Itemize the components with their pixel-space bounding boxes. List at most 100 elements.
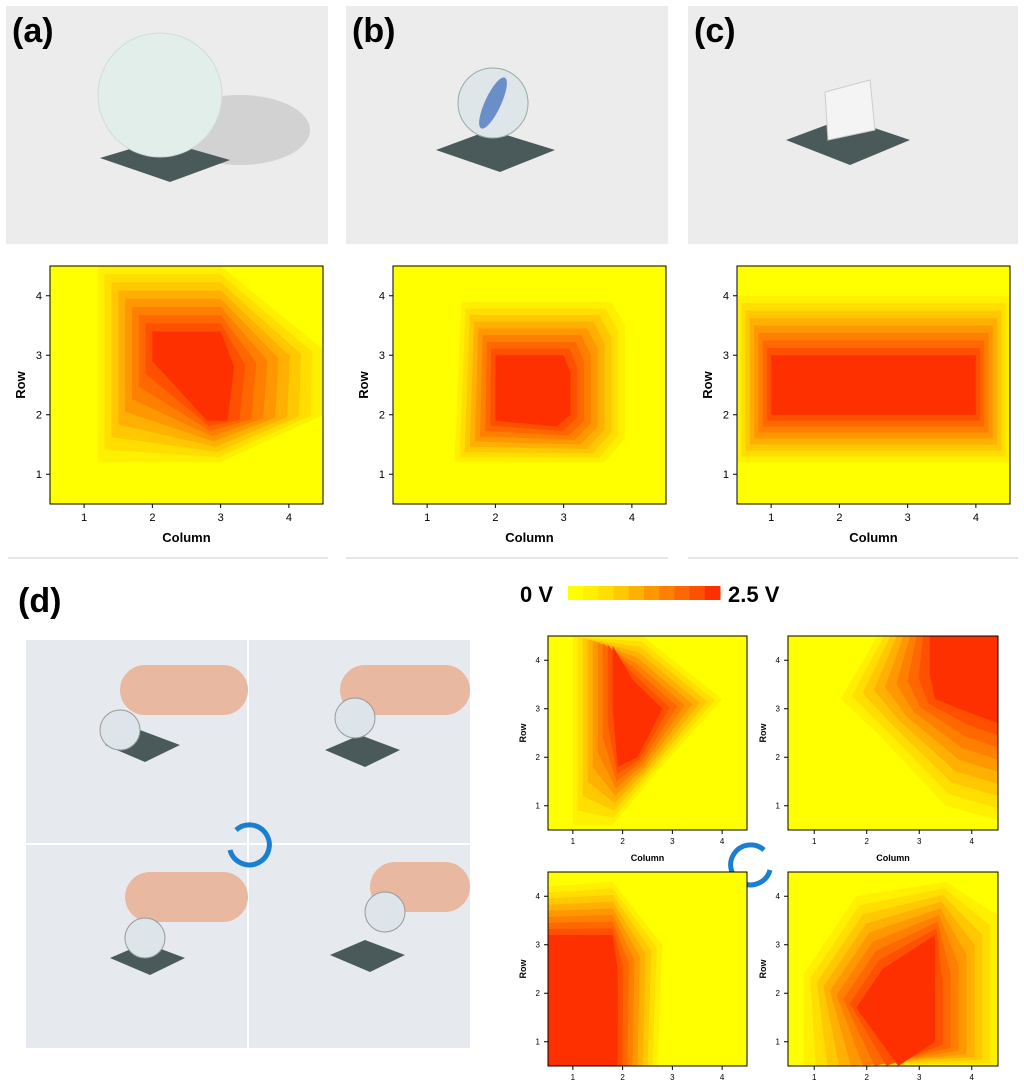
x-tick-label: 3 <box>670 1073 675 1082</box>
y-tick-label: 3 <box>776 705 781 714</box>
x-tick-label: 2 <box>865 1073 870 1082</box>
plot-frame <box>787 635 999 831</box>
x-tick-label: 1 <box>812 1073 817 1082</box>
y-tick-label: 4 <box>776 892 781 901</box>
contours <box>788 872 998 1066</box>
colorbar-swatch <box>583 586 599 600</box>
x-tick-label: 2 <box>492 512 498 524</box>
colorbar-swatch <box>598 586 615 600</box>
x-tick-label: 3 <box>670 837 675 846</box>
x-tick-label: 2 <box>620 1073 625 1082</box>
panel-label: (b) <box>352 12 395 50</box>
sensor <box>786 118 910 165</box>
contour-level <box>152 331 235 421</box>
y-tick-label: 3 <box>723 350 729 362</box>
x-tick-label: 4 <box>973 512 979 524</box>
plot-frame <box>547 871 748 1067</box>
x-tick-label: 4 <box>629 512 635 524</box>
contour-level <box>612 645 663 767</box>
sensor <box>436 130 555 172</box>
fingers <box>120 665 470 922</box>
x-tick-label: 2 <box>836 512 842 524</box>
y-axis-label: Row <box>356 370 371 398</box>
y-tick-label: 1 <box>723 469 729 481</box>
x-tick-label: 2 <box>865 837 870 846</box>
colorbar-swatch <box>659 586 675 600</box>
x-tick-label: 3 <box>218 512 224 524</box>
x-axis-label: Column <box>876 853 910 863</box>
contour-level <box>548 935 618 1066</box>
contour-level <box>771 355 976 415</box>
contour-level <box>929 636 998 724</box>
y-tick-label: 4 <box>536 656 541 665</box>
y-tick-label: 4 <box>776 656 781 665</box>
ball <box>97 32 223 158</box>
colorbar-swatch <box>628 586 645 600</box>
x-tick-label: 4 <box>286 512 292 524</box>
y-tick-label: 1 <box>776 802 781 811</box>
x-axis-label: Column <box>162 530 210 545</box>
y-tick-label: 1 <box>776 1038 781 1047</box>
x-tick-label: 3 <box>917 1073 922 1082</box>
y-tick-label: 2 <box>536 989 541 998</box>
y-axis-label: Row <box>700 370 715 398</box>
y-tick-label: 4 <box>723 291 729 303</box>
plot-frame <box>392 265 667 505</box>
x-tick-label: 4 <box>720 837 725 846</box>
colorbar-swatch <box>644 586 660 600</box>
x-tick-label: 3 <box>561 512 567 524</box>
y-axis-label: Row <box>758 723 768 743</box>
contours <box>737 266 1010 504</box>
x-tick-label: 1 <box>812 837 817 846</box>
colorbar-swatch <box>704 586 721 600</box>
colorbar-max: 2.5 V <box>728 582 780 607</box>
marble-core <box>479 77 507 129</box>
y-tick-label: 1 <box>536 1038 541 1047</box>
cube <box>824 79 876 141</box>
contour-level <box>495 355 571 427</box>
x-tick-label: 4 <box>970 837 975 846</box>
colorbar-swatch <box>568 586 584 600</box>
y-axis-label: Row <box>13 370 28 398</box>
rotation-arrows <box>227 822 773 888</box>
x-axis-label: Column <box>505 530 553 545</box>
y-tick-label: 3 <box>36 350 42 362</box>
x-tick-label: 1 <box>571 1073 576 1082</box>
y-tick-label: 1 <box>536 802 541 811</box>
x-tick-label: 1 <box>768 512 774 524</box>
y-tick-label: 2 <box>776 753 781 762</box>
y-tick-label: 4 <box>536 892 541 901</box>
x-axis-label: Column <box>849 530 897 545</box>
contours <box>50 266 323 504</box>
plot-frame <box>547 635 748 831</box>
colorbar-min: 0 V <box>520 582 553 607</box>
contour-level <box>856 935 935 1066</box>
contours <box>548 636 747 830</box>
plot-frame <box>736 265 1011 505</box>
plot-frame <box>49 265 324 505</box>
y-tick-label: 2 <box>36 410 42 422</box>
y-tick-label: 2 <box>776 989 781 998</box>
x-tick-label: 1 <box>81 512 87 524</box>
x-axis-label: Column <box>631 853 665 863</box>
contours <box>548 872 747 1066</box>
x-tick-label: 4 <box>720 1073 725 1082</box>
y-tick-label: 2 <box>379 410 385 422</box>
x-tick-label: 1 <box>424 512 430 524</box>
x-tick-label: 2 <box>620 837 625 846</box>
sensors <box>105 730 405 975</box>
colorbar-swatch <box>613 586 630 600</box>
contours <box>393 266 666 504</box>
y-axis-label: Row <box>518 723 528 743</box>
plot-frame <box>787 871 999 1067</box>
y-tick-label: 3 <box>536 705 541 714</box>
panel-label: (c) <box>694 12 736 50</box>
y-tick-label: 2 <box>536 753 541 762</box>
